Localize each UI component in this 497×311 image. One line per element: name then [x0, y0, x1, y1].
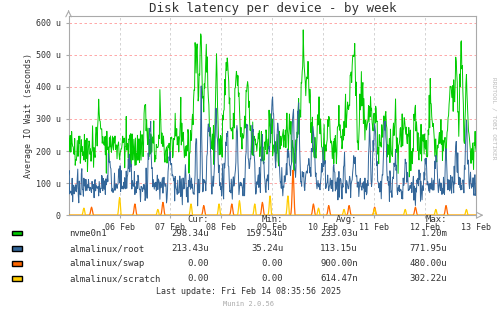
Text: 35.24u: 35.24u [251, 244, 283, 253]
Text: 1.20m: 1.20m [420, 229, 447, 238]
Text: nvme0n1: nvme0n1 [70, 229, 107, 238]
Text: 302.22u: 302.22u [410, 275, 447, 283]
Text: Cur:: Cur: [187, 215, 209, 224]
Text: 771.95u: 771.95u [410, 244, 447, 253]
Text: Last update: Fri Feb 14 08:35:56 2025: Last update: Fri Feb 14 08:35:56 2025 [156, 287, 341, 296]
Text: 159.54u: 159.54u [246, 229, 283, 238]
Text: almalinux/root: almalinux/root [70, 244, 145, 253]
Text: Avg:: Avg: [336, 215, 358, 224]
Text: 900.00n: 900.00n [320, 259, 358, 268]
Text: 298.34u: 298.34u [171, 229, 209, 238]
Text: Min:: Min: [262, 215, 283, 224]
Text: 0.00: 0.00 [187, 259, 209, 268]
Text: 0.00: 0.00 [187, 275, 209, 283]
Y-axis label: Average IO Wait (seconds): Average IO Wait (seconds) [24, 53, 33, 178]
Text: almalinux/scratch: almalinux/scratch [70, 275, 161, 283]
Title: Disk latency per device - by week: Disk latency per device - by week [149, 2, 396, 15]
Text: almalinux/swap: almalinux/swap [70, 259, 145, 268]
Text: 480.00u: 480.00u [410, 259, 447, 268]
Text: Max:: Max: [426, 215, 447, 224]
Text: 213.43u: 213.43u [171, 244, 209, 253]
Text: 233.03u: 233.03u [320, 229, 358, 238]
Text: 0.00: 0.00 [262, 259, 283, 268]
Text: Munin 2.0.56: Munin 2.0.56 [223, 301, 274, 307]
Text: 614.47n: 614.47n [320, 275, 358, 283]
Text: RRDTOOL / TOBI OETIKER: RRDTOOL / TOBI OETIKER [491, 77, 496, 160]
Text: 113.15u: 113.15u [320, 244, 358, 253]
Text: 0.00: 0.00 [262, 275, 283, 283]
